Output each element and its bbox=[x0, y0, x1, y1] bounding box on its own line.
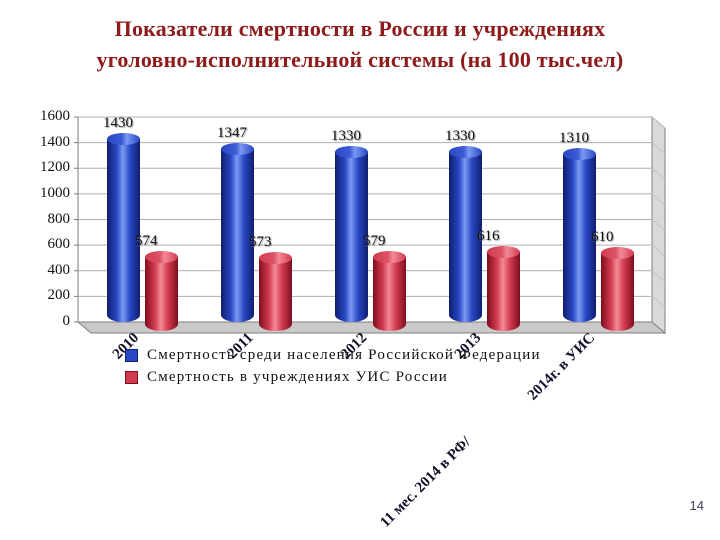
y-axis-tick-label: 1600 bbox=[40, 108, 70, 124]
bar-series2-cat1 bbox=[145, 251, 178, 331]
bar-series1-cat4 bbox=[449, 146, 482, 322]
y-axis-tick-label: 600 bbox=[47, 236, 71, 253]
legend-item-series1: Смертность среди населения Российской Фе… bbox=[125, 344, 541, 366]
cylinder-top bbox=[145, 251, 178, 263]
cylinder-top bbox=[335, 146, 368, 158]
cylinder-top bbox=[373, 251, 406, 263]
cylinder-top bbox=[449, 146, 482, 158]
y-axis-tick-label: 1400 bbox=[40, 133, 70, 150]
legend-swatch-series1 bbox=[125, 348, 138, 362]
page-number: 14 bbox=[689, 498, 704, 513]
gridline-wall bbox=[651, 142, 666, 155]
bar-value-label-series2-cat1: 574 bbox=[135, 233, 158, 249]
cylinder-top bbox=[107, 133, 140, 145]
legend-item-series2: Смертность в учреждениях УИС России bbox=[125, 366, 541, 388]
bar-value-label-series2-cat4: 616 bbox=[477, 228, 500, 244]
y-axis-tick-label: 400 bbox=[47, 261, 71, 278]
legend-swatch-series2 bbox=[125, 370, 138, 384]
slide-title-line2: уголовно-исполнительной системы (на 100 … bbox=[96, 47, 624, 72]
y-axis-tick-label: 0 bbox=[62, 313, 71, 329]
gridline-wall bbox=[651, 167, 666, 180]
bar-series2-cat5 bbox=[601, 247, 634, 331]
cylinder-top bbox=[221, 143, 254, 155]
bar-series2-cat4 bbox=[487, 246, 520, 331]
bar-series1-cat1 bbox=[107, 133, 140, 322]
cylinder-top bbox=[259, 252, 292, 264]
gridline-wall bbox=[651, 193, 666, 206]
cylinder-top bbox=[487, 246, 520, 258]
gridline-wall bbox=[651, 116, 666, 129]
bar-value-label-series2-cat5: 610 bbox=[591, 229, 614, 245]
bar-series2-cat3 bbox=[373, 251, 406, 331]
bar-value-label-series1-cat3: 1330 bbox=[331, 128, 361, 144]
bar-series1-cat5 bbox=[563, 148, 596, 322]
legend-label-series1: Смертность среди населения Российской Фе… bbox=[147, 346, 541, 363]
y-axis-tick-label: 1200 bbox=[40, 159, 70, 176]
gridline-wall bbox=[651, 270, 666, 283]
y-axis-tick-label: 800 bbox=[47, 210, 71, 227]
gridline-wall bbox=[651, 219, 666, 231]
bar-value-label-series1-cat1: 1430 bbox=[103, 115, 133, 131]
bar-value-label-series2-cat3: 579 bbox=[363, 233, 386, 249]
bar-value-label-series1-cat4: 1330 bbox=[445, 128, 475, 144]
gridline-wall bbox=[651, 244, 666, 257]
bar-series2-cat2 bbox=[259, 252, 292, 331]
y-axis-tick-label: 1000 bbox=[40, 184, 70, 201]
slide-title: Показатели смертности в России и учрежде… bbox=[0, 13, 720, 75]
bar-series1-cat3 bbox=[335, 146, 368, 322]
legend-label-series2: Смертность в учреждениях УИС России bbox=[147, 368, 449, 385]
y-axis-tick-label: 200 bbox=[47, 287, 71, 304]
bar-value-label-series1-cat5: 1310 bbox=[559, 130, 589, 146]
cylinder-top bbox=[601, 247, 634, 259]
gridline-wall bbox=[651, 295, 666, 308]
cylinder-top bbox=[563, 148, 596, 160]
chart-legend: Смертность среди населения Российской Фе… bbox=[125, 344, 541, 388]
slide-title-line1: Показатели смертности в России и учрежде… bbox=[114, 16, 606, 41]
bar-value-label-series2-cat2: 573 bbox=[249, 234, 272, 250]
bar-value-label-series1-cat2: 1347 bbox=[217, 125, 247, 141]
bar-series1-cat2 bbox=[221, 143, 254, 322]
